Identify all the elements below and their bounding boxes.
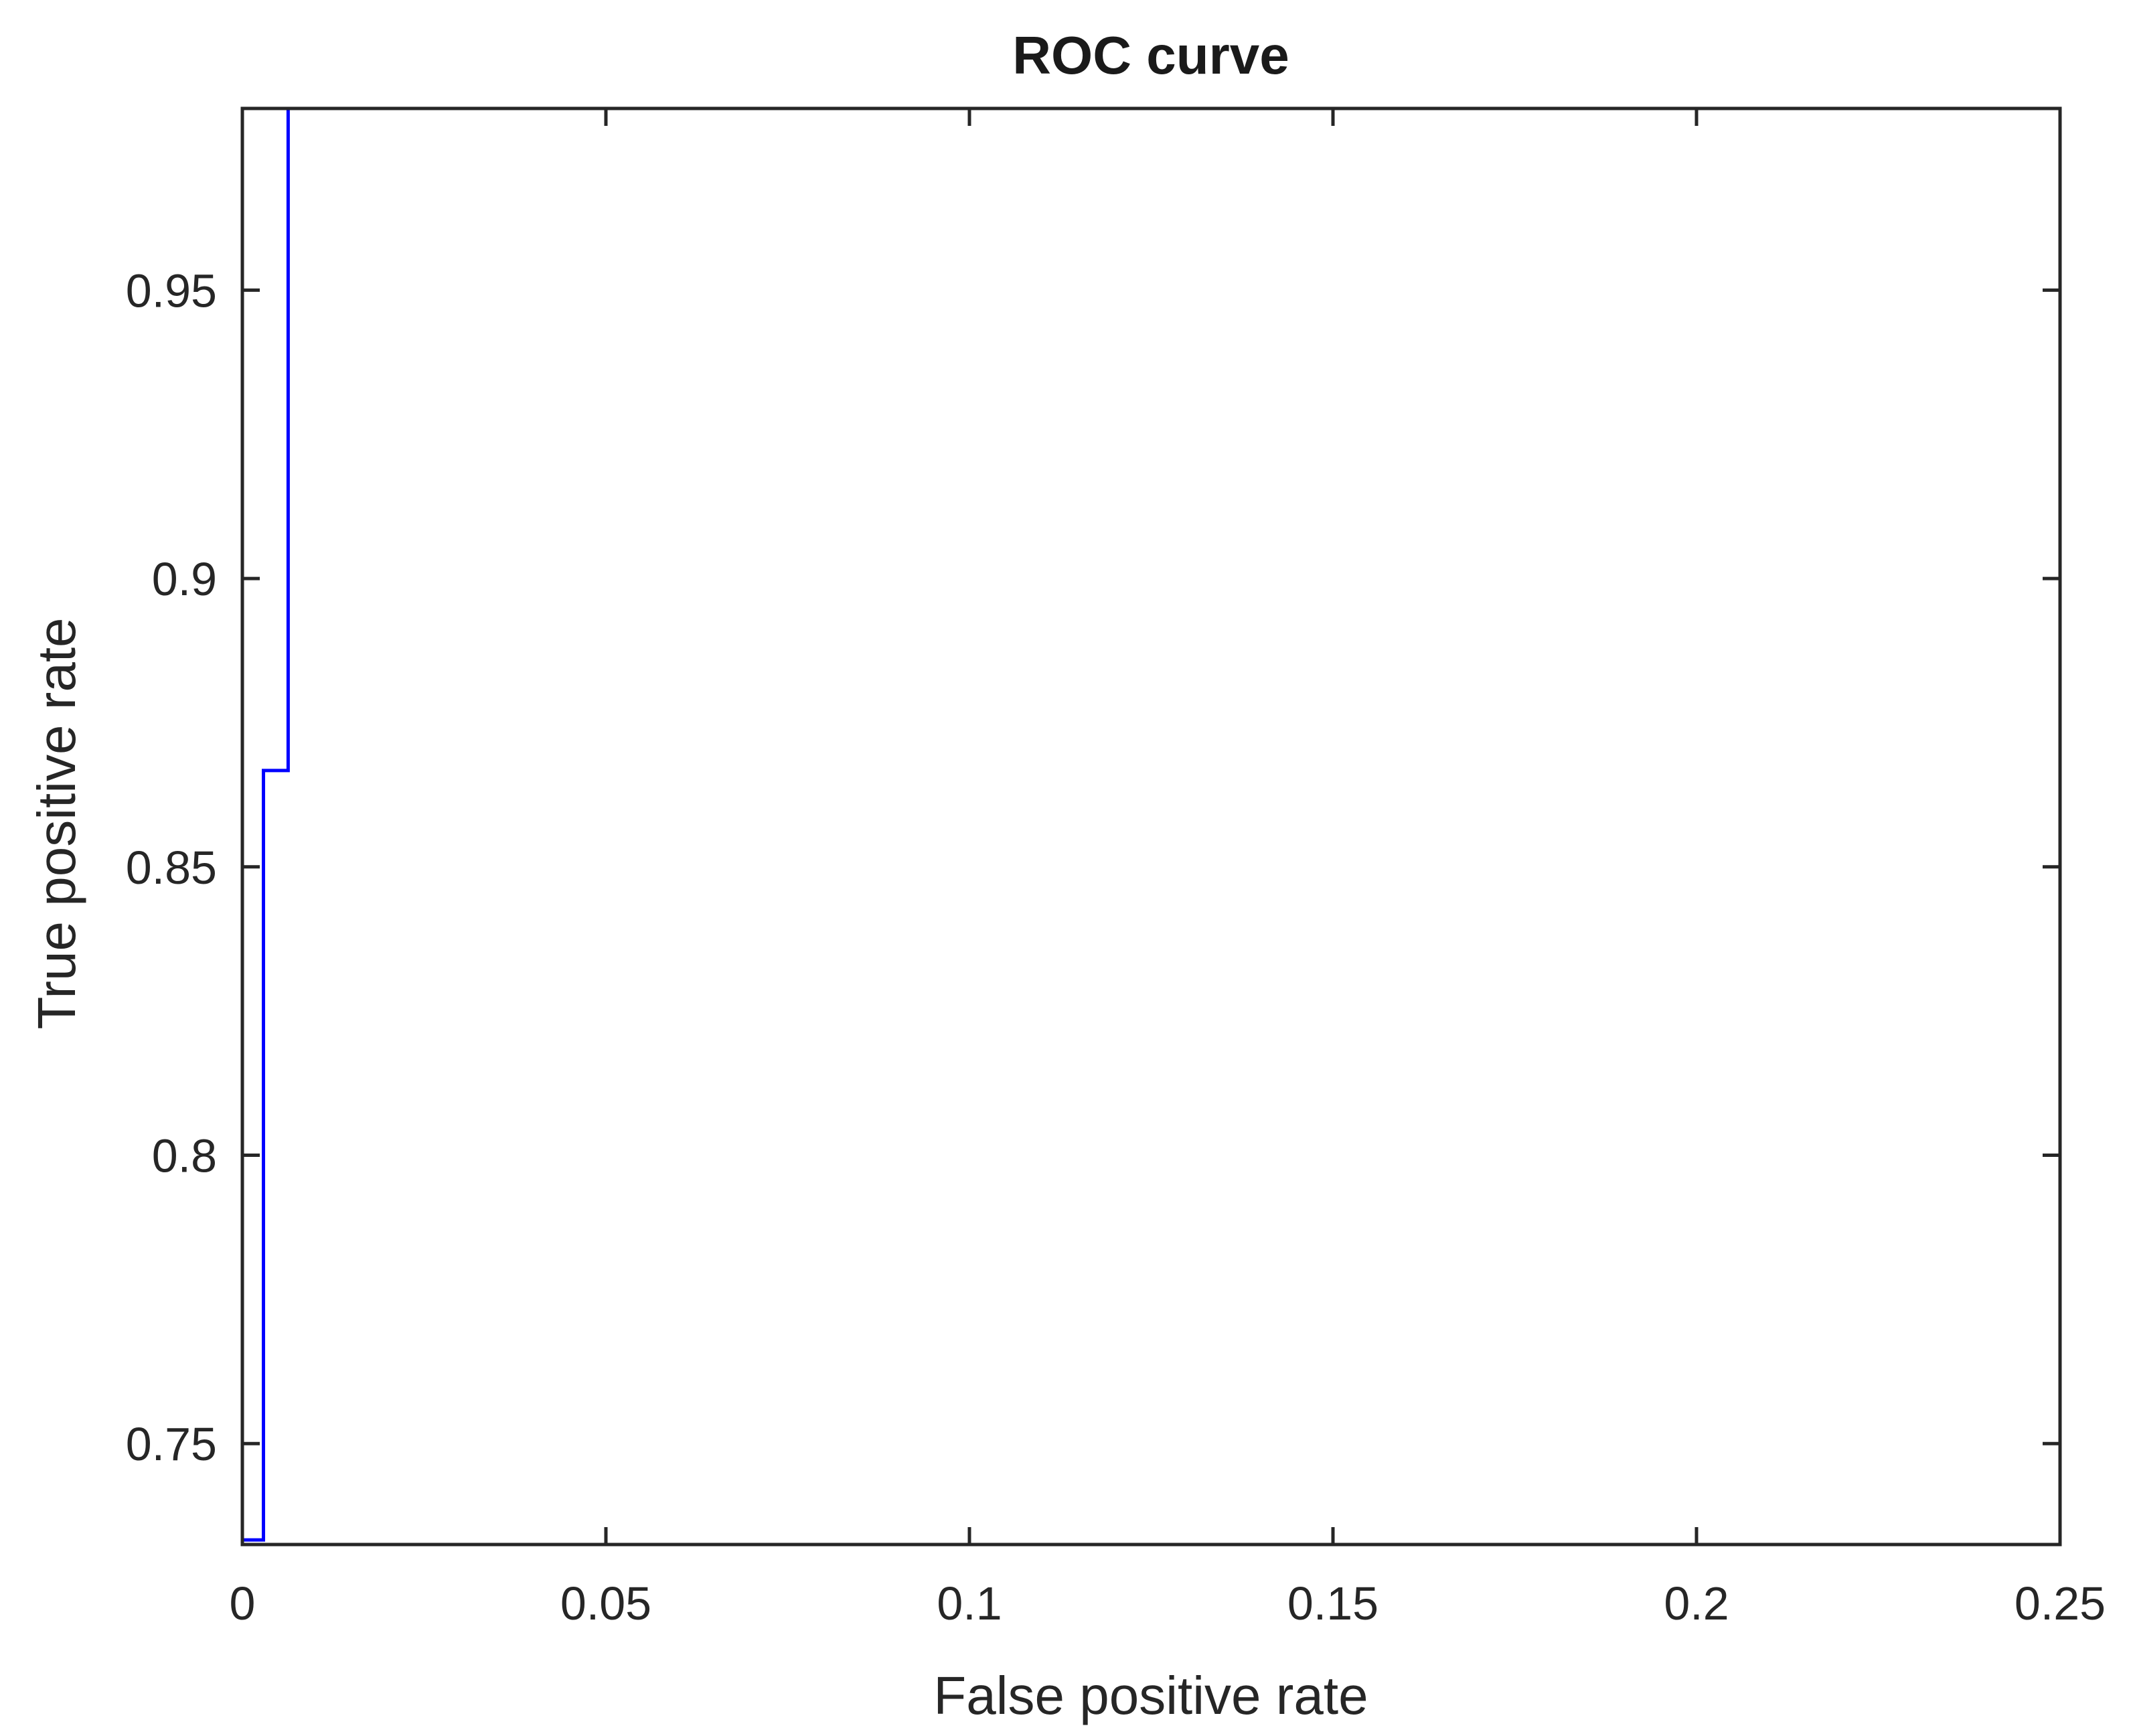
x-tick-label: 0 xyxy=(230,1577,256,1630)
roc-series-line xyxy=(242,108,290,1542)
y-tick-label: 0.75 xyxy=(126,1418,217,1470)
y-axis-ticks: 0.75 0.8 0.85 0.9 0.95 xyxy=(126,264,2060,1470)
x-tick-label: 0.15 xyxy=(1287,1577,1378,1630)
x-tick-label: 0.1 xyxy=(937,1577,1002,1630)
y-axis-label: True positive rate xyxy=(27,617,86,1029)
x-axis-label: False positive rate xyxy=(933,1666,1368,1725)
plot-area-frame xyxy=(240,106,2062,1547)
y-tick-label: 0.85 xyxy=(126,842,217,894)
y-tick-label: 0.95 xyxy=(126,264,217,317)
x-axis-ticks: 0 0.05 0.1 0.15 0.2 0.25 xyxy=(230,108,2106,1630)
x-tick-label: 0.05 xyxy=(560,1577,651,1630)
series-layer xyxy=(242,108,290,1542)
x-tick-label: 0.25 xyxy=(2015,1577,2106,1630)
x-tick-label: 0.2 xyxy=(1664,1577,1729,1630)
chart-title: ROC curve xyxy=(1012,25,1289,85)
y-tick-label: 0.8 xyxy=(152,1130,217,1182)
y-tick-label: 0.9 xyxy=(152,553,217,605)
